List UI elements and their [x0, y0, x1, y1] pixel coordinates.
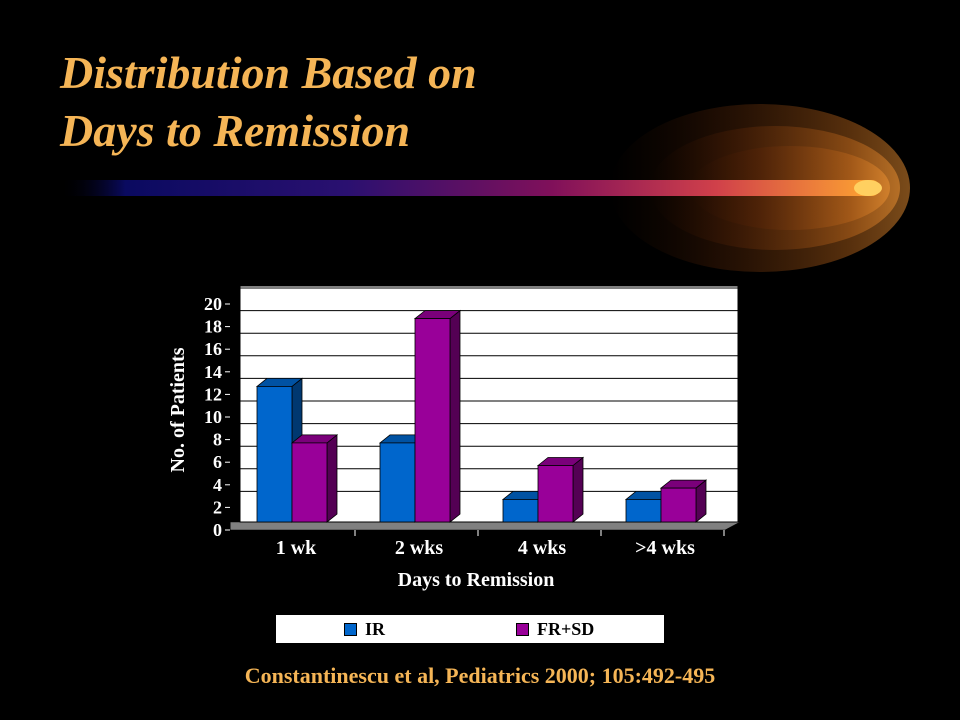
bar-fr-sd-2: [413, 309, 462, 523]
y-tick-label: 20: [204, 294, 222, 314]
y-tick-label: 2: [213, 497, 222, 517]
bars: [255, 309, 708, 523]
bar-front: [660, 487, 697, 523]
bar-side: [572, 456, 584, 523]
bar-front: [256, 385, 293, 523]
x-tick-label: >4 wks: [635, 537, 695, 559]
y-tick-label: 4: [213, 475, 222, 495]
y-tick-label: 6: [213, 452, 222, 472]
x-tick-label: 4 wks: [518, 537, 567, 559]
x-ticks: 1 wk 2 wks 4 wks >4 wks: [276, 530, 725, 559]
y-tick-label: 16: [204, 339, 222, 359]
x-axis-label: Days to Remission: [398, 569, 555, 591]
legend-label-ir: IR: [365, 619, 386, 639]
bar-front: [537, 465, 574, 523]
y-tick-label: 14: [204, 362, 222, 382]
y-tick-label: 0: [213, 520, 222, 540]
legend-label-frsd: FR+SD: [537, 619, 595, 639]
floor-group: [229, 521, 741, 531]
x-tick-label: 2 wks: [395, 537, 444, 559]
chart-legend: IR FR+SD: [275, 614, 665, 644]
chart-floor: [229, 521, 741, 531]
y-tick-label: 10: [204, 407, 222, 427]
y-tick-label: 8: [213, 430, 222, 450]
bar-fr-sd-1: [290, 434, 339, 523]
legend-item-ir: IR: [344, 619, 385, 640]
slide-title: Distribution Based on Days to Remission: [60, 44, 477, 160]
bar-front: [414, 318, 451, 523]
legend-swatch-frsd: [516, 623, 529, 636]
legend-swatch-ir: [344, 623, 357, 636]
bar-fr-sd-3: [536, 456, 585, 523]
bar-front: [291, 442, 328, 523]
y-tick-label: 18: [204, 317, 222, 337]
bar-front: [379, 442, 416, 523]
slide-title-line-2: Days to Remission: [60, 105, 411, 156]
bar-front: [625, 498, 662, 523]
citation: Constantinescu et al, Pediatrics 2000; 1…: [244, 663, 716, 688]
slide-title-line-1: Distribution Based on: [60, 47, 477, 98]
x-tick-label: 1 wk: [276, 537, 317, 559]
y-tick-label: 12: [204, 384, 222, 404]
bar-side: [449, 309, 461, 523]
bar-fr-sd-4: [659, 479, 708, 523]
y-axis-label: No. of Patients: [167, 347, 189, 472]
legend-item-frsd: FR+SD: [516, 619, 594, 640]
bar-front: [502, 498, 539, 523]
bar-side: [326, 434, 338, 523]
